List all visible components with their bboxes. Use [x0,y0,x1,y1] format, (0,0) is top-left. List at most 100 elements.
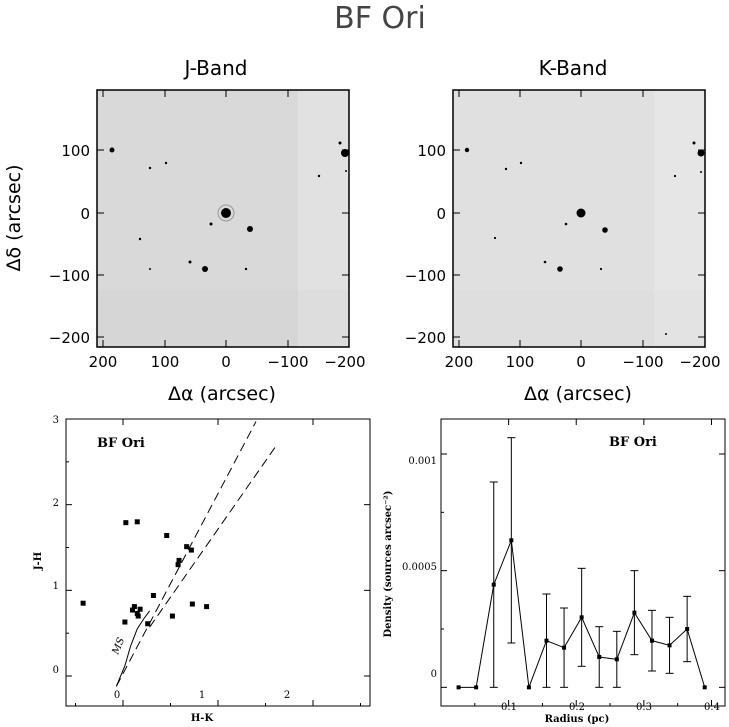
ccd-y-ticklabels: 0 1 2 3 [53,415,59,676]
ccd-y-ticklabel: 3 [53,415,59,426]
rdp-y-ticklabels: 0 0.0005 0.001 [402,456,437,680]
density-point [632,610,637,615]
ccd-data-point [150,592,156,598]
k-band-y-ticklabel: −100 [405,267,446,285]
j-band-image [97,90,349,347]
radial-density-plot: 0 0.0005 0.001 0.1 0.2 0.3 0.4 BF Ori Ra… [383,418,726,725]
rdp-x-ticklabel: 0.3 [636,702,652,713]
ccd-data-point [134,519,140,525]
rdp-frame [440,418,726,707]
ccd-data-point [131,604,137,610]
j-band-y-ticklabel: −100 [49,267,90,285]
rdp-xlabel: Radius (pc) [545,714,610,725]
ccd-x-ticklabel: 2 [284,690,290,701]
j-band-x-ticklabel: −100 [267,353,308,371]
density-point [614,657,619,662]
j-band-ticks [97,90,349,347]
j-band-x-ticklabel: −200 [324,353,365,371]
rdp-y-ticklabel: 0.0005 [402,562,437,573]
ccd-ticks [66,418,370,706]
j-band-x-ticklabel: 200 [89,353,118,371]
j-band-panel: J-Band [3,56,366,405]
rdp-x-ticklabel: 0.4 [704,702,720,713]
k-band-y-ticklabel: 100 [417,142,446,160]
figure-title: BF Ori [334,1,426,36]
main-sequence-curve [115,610,151,687]
k-band-x-ticklabels: 200 100 0 −100 −200 [445,353,721,371]
rdp-x-ticklabels: 0.1 0.2 0.3 0.4 [501,702,720,713]
ccd-data-point [135,613,141,619]
reddening-band-line [149,444,278,628]
j-band-title: J-Band [182,56,247,80]
ccd-data-point [176,557,182,563]
rdp-x-ticklabel: 0.2 [569,702,585,713]
rdp-y-ticklabel: 0 [431,669,437,680]
ccd-x-ticklabels: 0 1 2 [114,690,290,701]
ccd-y-ticklabel: 1 [53,581,59,592]
rdp-annotation: BF Ori [609,435,657,450]
ccd-y-ticklabel: 0 [53,665,59,676]
color-color-diagram: 0 1 2 3 0 1 2 BF Ori MS H-K J-H [33,415,371,724]
density-point [685,627,690,631]
k-band-xlabel: Δα (arcsec) [524,383,632,405]
ccd-data-point [204,604,210,610]
j-band-y-ticklabel: 0 [80,205,90,223]
ccd-data-point [122,619,128,625]
j-band-xlabel: Δα (arcsec) [168,383,276,405]
density-point [702,685,707,690]
density-point [491,582,496,587]
ccd-data-point [164,533,170,539]
rdp-x-ticklabel: 0.1 [501,702,517,713]
j-band-y-ticklabel: 100 [61,142,90,160]
ccd-data-point [137,606,143,612]
k-band-y-ticklabel: −200 [405,329,446,347]
k-band-x-ticklabel: 100 [506,353,535,371]
ccd-x-ticklabel: 0 [114,690,120,701]
ccd-annotation: BF Ori [97,436,145,451]
density-point [667,643,672,648]
ccd-data-point [169,613,175,619]
ccd-lines [115,421,278,687]
density-point [562,645,567,650]
density-point [474,685,479,690]
rdp-ylabel: Density (sources arcsec⁻²) [383,490,394,637]
ccd-data-point [184,544,190,550]
j-band-frame [96,89,350,348]
ccd-data-point [134,610,140,616]
density-point [509,538,514,543]
rdp-ticks [441,419,725,706]
ccd-y-ticklabel: 2 [53,498,59,509]
rdp-y-ticklabel: 0.001 [408,456,437,467]
density-point [456,685,461,690]
j-band-y-ticklabel: −200 [49,329,90,347]
reddening-band-line [115,421,257,687]
ccd-x-ticklabel: 1 [199,690,205,701]
density-point [526,685,531,690]
density-point [544,638,549,643]
ccd-xlabel: H-K [191,713,214,724]
ccd-data-point [175,562,181,568]
ccd-ylabel: J-H [33,552,44,571]
k-band-x-ticklabel: −100 [622,353,663,371]
j-band-ylabel: Δδ (arcsec) [3,164,25,271]
k-band-x-ticklabel: 200 [445,353,474,371]
ccd-frame [65,418,371,707]
rdp-marks [456,437,707,690]
k-band-image [453,90,705,347]
j-band-x-ticklabel: 0 [221,353,231,371]
k-band-frame [452,89,706,348]
k-band-x-ticklabel: 0 [576,353,586,371]
j-band-x-ticklabels: 200 100 0 −100 −200 [89,353,366,371]
k-band-y-ticklabels: 100 0 −100 −200 [405,142,446,347]
density-point [649,638,654,643]
k-band-ticks [453,90,705,347]
ccd-points [80,519,210,627]
ccd-data-point [123,520,129,526]
j-band-x-ticklabel: 100 [151,353,180,371]
k-band-title: K-Band [539,56,608,80]
ccd-data-point [189,601,195,607]
ccd-data-point [130,607,135,613]
j-band-y-ticklabels: 100 0 −100 −200 [49,142,90,347]
k-band-stars [464,141,705,335]
